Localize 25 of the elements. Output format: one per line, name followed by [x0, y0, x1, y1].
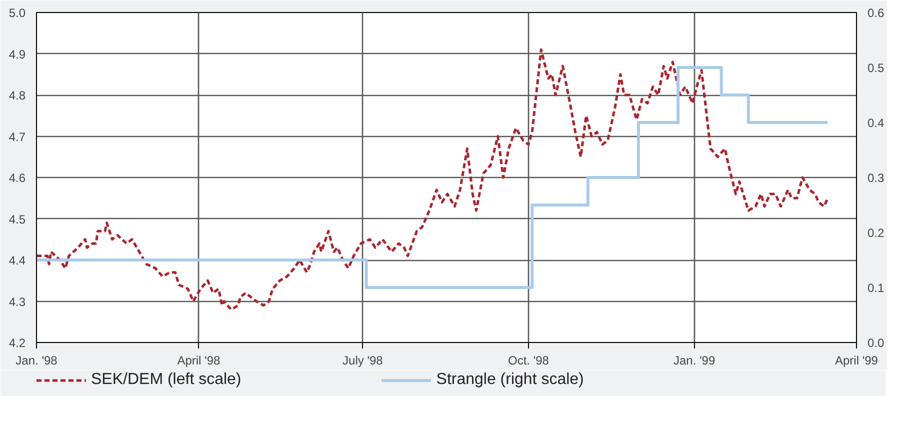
y-tick-label: 4.4: [8, 254, 26, 268]
y-tick-label: 4.2: [8, 336, 26, 350]
y2-tick-label: 0.0: [868, 336, 885, 350]
y2-tick-label: 0.2: [868, 226, 885, 240]
y2-tick-label: 0.6: [868, 6, 885, 20]
line-series: [36, 48, 829, 311]
x-tick-label: Oct. '98: [508, 354, 550, 368]
x-tick-label: April '98: [177, 354, 221, 368]
y-tick-label: 4.8: [8, 88, 26, 102]
x-tick-label: Jan. '99: [673, 354, 716, 368]
x-tick-label: April '99: [835, 354, 878, 368]
x-tick-label: Jan. '98: [16, 354, 58, 368]
y-tick-label: 5.0: [8, 6, 26, 20]
y2-tick-label: 0.4: [868, 116, 885, 130]
y-tick-label: 4.5: [8, 212, 26, 226]
y2-tick-label: 0.5: [868, 61, 885, 75]
y2-tick-label: 0.3: [868, 171, 885, 185]
y-tick-label: 4.9: [8, 47, 26, 62]
x-tick-label: July '98: [342, 354, 384, 368]
y2-tick-label: 0.1: [868, 281, 885, 295]
y-tick-label: 4.6: [8, 171, 26, 185]
legend-label: Strangle (right scale): [436, 371, 584, 389]
y-tick-label: 4.7: [8, 130, 26, 144]
y-tick-label: 4.3: [8, 294, 26, 309]
legend-label: SEK/DEM (left scale): [91, 371, 242, 389]
